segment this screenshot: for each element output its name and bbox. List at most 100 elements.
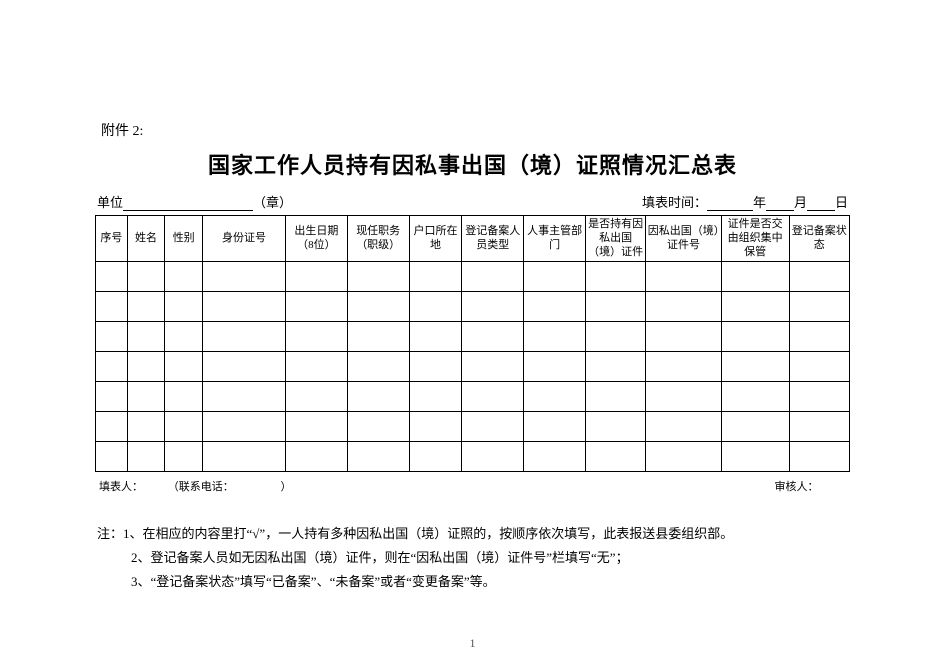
table-cell [127, 412, 165, 442]
table-cell [285, 352, 347, 382]
table-cell [285, 442, 347, 472]
table-cell [524, 322, 586, 352]
table-cell [409, 382, 462, 412]
table-cell [462, 322, 524, 352]
table-cell [789, 292, 849, 322]
table-row [96, 382, 850, 412]
table-cell [462, 352, 524, 382]
table-cell [721, 412, 789, 442]
table-row [96, 352, 850, 382]
table-cell [203, 382, 286, 412]
table-cell [462, 382, 524, 412]
table-cell [203, 292, 286, 322]
table-cell [789, 382, 849, 412]
signer-row: 填表人： （联系电话： ） 审核人： [95, 478, 850, 494]
table-cell [127, 352, 165, 382]
table-cell [96, 382, 128, 412]
table-cell [721, 352, 789, 382]
col-name: 姓名 [127, 216, 165, 262]
table-cell [203, 442, 286, 472]
col-register-type: 登记备案人员类型 [462, 216, 524, 262]
col-hold-cert: 是否持有因私出国（境）证件 [585, 216, 645, 262]
table-body [96, 262, 850, 472]
table-cell [165, 322, 203, 352]
table-cell [347, 412, 409, 442]
table-cell [721, 442, 789, 472]
table-cell [127, 292, 165, 322]
table-cell [285, 262, 347, 292]
table-cell [409, 352, 462, 382]
table-cell [462, 412, 524, 442]
table-cell [721, 322, 789, 352]
table-cell [721, 262, 789, 292]
fill-date-field: 填表时间： 年 月 日 [642, 192, 848, 211]
col-cert-num: 因私出国（境）证件号 [646, 216, 721, 262]
table-cell [585, 292, 645, 322]
summary-table: 序号 姓名 性别 身份证号 出生日期（8位） 现任职务（职级） 户口所在地 登记… [95, 215, 850, 472]
table-cell [96, 442, 128, 472]
filler-block: 填表人： （联系电话： ） [99, 478, 292, 494]
col-custody: 证件是否交由组织集中保管 [721, 216, 789, 262]
table-cell [585, 442, 645, 472]
table-cell [789, 412, 849, 442]
note-item-3: 3、“登记备案状态”填写“已备案”、“未备案”或者“变更备案”等。 [97, 570, 850, 594]
table-cell [409, 442, 462, 472]
table-cell [409, 412, 462, 442]
table-cell [165, 382, 203, 412]
table-cell [285, 322, 347, 352]
table-cell [96, 352, 128, 382]
table-cell [524, 412, 586, 442]
note-prefix: 注： [97, 522, 123, 546]
col-idnum: 身份证号 [203, 216, 286, 262]
day-blank [807, 197, 835, 211]
col-hukou: 户口所在地 [409, 216, 462, 262]
reviewer-label: 审核人： [775, 481, 819, 493]
year-unit: 年 [753, 192, 766, 211]
table-cell [524, 382, 586, 412]
col-seq: 序号 [96, 216, 128, 262]
month-blank [766, 197, 794, 211]
table-cell [585, 322, 645, 352]
table-cell [524, 292, 586, 322]
unit-suffix: （章） [253, 192, 292, 211]
table-cell [646, 412, 721, 442]
note-item-1: 1、在相应的内容里打“√”，一人持有多种因私出国（境）证照的，按顺序依次填写，此… [123, 522, 733, 546]
table-cell [789, 322, 849, 352]
table-row [96, 262, 850, 292]
table-cell [585, 412, 645, 442]
document-title: 国家工作人员持有因私事出国（境）证照情况汇总表 [95, 148, 850, 180]
table-cell [96, 292, 128, 322]
table-cell [165, 412, 203, 442]
phone-label: （联系电话： [168, 481, 234, 493]
table-cell [127, 322, 165, 352]
table-cell [96, 322, 128, 352]
unit-label: 单位 [97, 192, 123, 211]
table-row [96, 322, 850, 352]
table-cell [646, 352, 721, 382]
page-number: 1 [470, 636, 476, 651]
table-cell [409, 322, 462, 352]
col-birth: 出生日期（8位） [285, 216, 347, 262]
table-cell [646, 442, 721, 472]
day-unit: 日 [835, 192, 848, 211]
table-cell [524, 352, 586, 382]
reviewer-block: 审核人： [775, 478, 847, 494]
col-position: 现任职务（职级） [347, 216, 409, 262]
table-cell [462, 442, 524, 472]
phone-close: ） [281, 481, 292, 493]
table-cell [646, 322, 721, 352]
year-blank [707, 197, 753, 211]
table-cell [347, 322, 409, 352]
attachment-label: 附件 2: [101, 120, 850, 140]
table-cell [347, 262, 409, 292]
table-cell [347, 382, 409, 412]
table-cell [285, 412, 347, 442]
table-cell [789, 352, 849, 382]
table-cell [165, 442, 203, 472]
table-cell [347, 292, 409, 322]
table-row [96, 292, 850, 322]
col-hr-dept: 人事主管部门 [524, 216, 586, 262]
table-cell [646, 262, 721, 292]
table-cell [585, 352, 645, 382]
table-cell [646, 292, 721, 322]
